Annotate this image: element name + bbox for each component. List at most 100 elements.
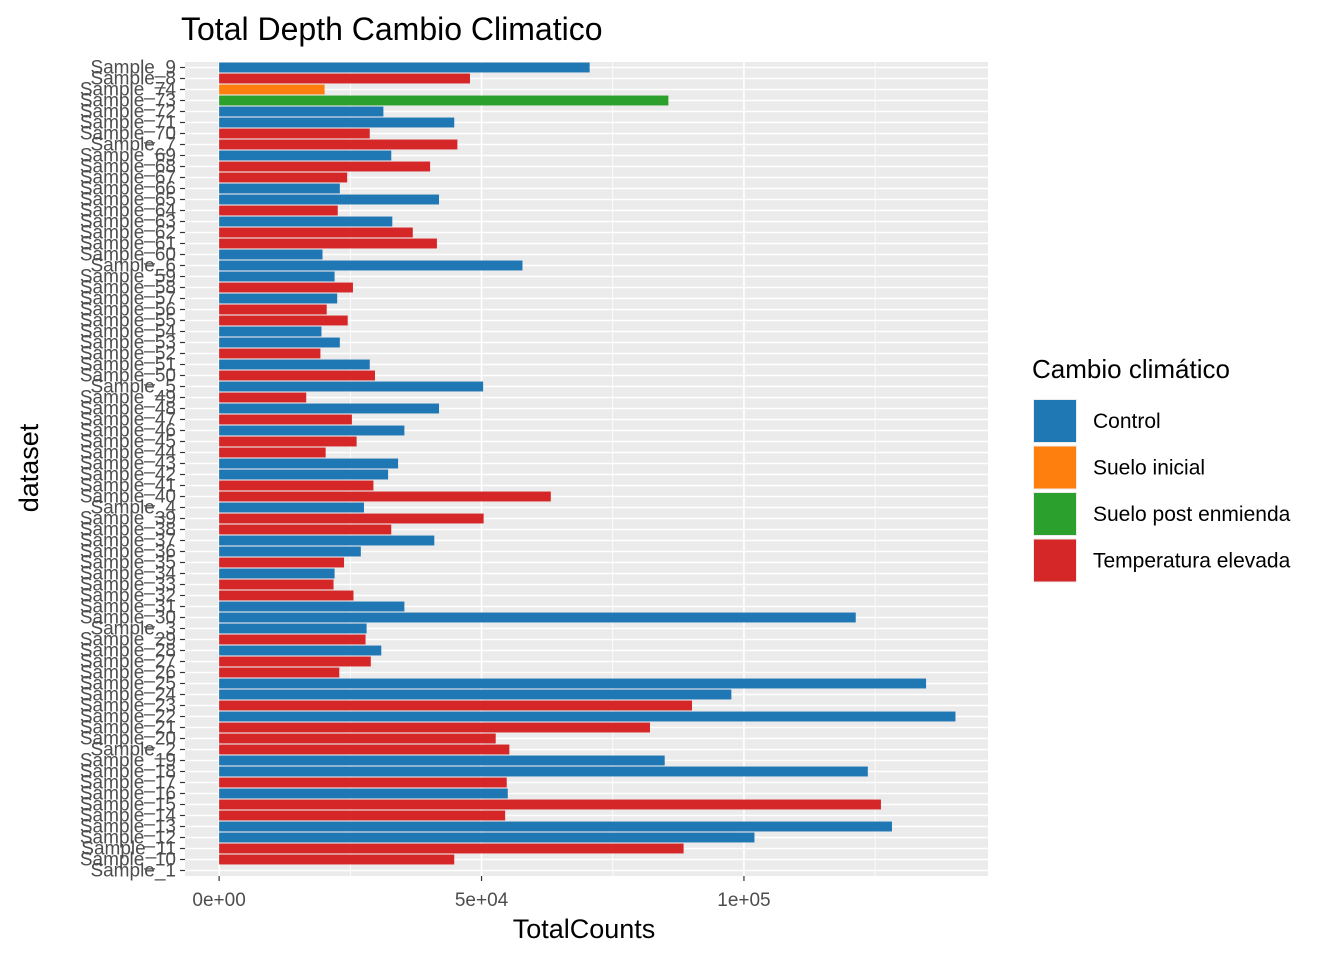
bar: [219, 843, 684, 854]
chart-title: Total Depth Cambio Climatico: [181, 11, 603, 47]
y-tick-label: Sample_10: [80, 850, 176, 871]
y-tick-label: Sample_23: [80, 696, 176, 717]
legend-label: Control: [1093, 410, 1161, 433]
legend-label: Temperatura elevada: [1093, 550, 1291, 573]
y-tick-label: Sample_68: [80, 157, 176, 178]
x-tick-label: 1e+05: [717, 890, 770, 911]
bar: [219, 128, 370, 139]
bar: [219, 590, 354, 601]
bar: [219, 821, 892, 832]
bar: [219, 711, 956, 722]
y-tick-label: Sample_50: [80, 366, 176, 387]
bar: [219, 535, 435, 546]
bar: [219, 282, 353, 293]
bar: [219, 106, 384, 117]
bar: [219, 722, 651, 733]
legend-swatch: [1034, 446, 1076, 489]
bar: [219, 546, 361, 557]
y-tick-label: Sample_40: [80, 487, 176, 508]
y-tick-label: Sample_69: [80, 146, 176, 167]
bar: [219, 689, 732, 700]
bar: [219, 150, 392, 161]
y-tick-label: Sample_21: [80, 718, 176, 739]
y-tick-label: Sample_42: [80, 465, 176, 486]
y-tick-label: Sample_60: [80, 245, 176, 266]
bar: [219, 326, 322, 337]
bar: [219, 502, 364, 513]
bar: [219, 249, 323, 260]
y-tick-label: Sample_1: [90, 861, 176, 882]
bar: [219, 491, 551, 502]
y-tick-label: Sample_39: [80, 509, 176, 530]
bar: [219, 645, 382, 656]
legend-label: Suelo post enmienda: [1093, 503, 1291, 526]
bar: [219, 612, 856, 623]
legend-label: Suelo inicial: [1093, 457, 1205, 480]
bar: [219, 414, 352, 425]
bar: [219, 84, 325, 95]
y-tick-label: Sample_36: [80, 542, 176, 563]
y-tick-label: Sample_64: [80, 201, 177, 222]
y-tick-label: Sample_26: [80, 663, 176, 684]
y-tick-label: Sample_72: [80, 102, 176, 123]
y-tick-label: Sample_55: [80, 311, 176, 332]
y-tick-label: Sample_44: [80, 443, 177, 464]
y-tick-label: Sample_66: [80, 179, 176, 200]
y-tick-label: Sample_2: [90, 740, 176, 761]
bar: [219, 271, 335, 282]
y-tick-label: Sample_35: [80, 553, 176, 574]
y-tick-label: Sample_3: [90, 619, 176, 640]
bar: [219, 73, 470, 84]
bar: [219, 766, 868, 777]
y-tick-label: Sample_27: [80, 652, 176, 673]
y-tick-label: Sample_4: [90, 498, 176, 519]
bar: [219, 579, 334, 590]
bar: [219, 403, 440, 414]
bar: [219, 293, 338, 304]
bar: [219, 480, 374, 491]
bar: [219, 568, 335, 579]
y-tick-label: Sample_31: [80, 597, 176, 618]
bar: [219, 216, 393, 227]
bar: [219, 700, 692, 711]
bar: [219, 95, 669, 106]
y-tick-label: Sample_53: [80, 333, 176, 354]
y-tick-label: Sample_63: [80, 212, 176, 233]
x-axis-ticks: 0e+00 5e+04 1e+05: [192, 876, 771, 911]
bar: [219, 601, 405, 612]
y-tick-label: Sample_6: [90, 256, 176, 277]
bar: [219, 161, 431, 172]
legend-swatch: [1034, 400, 1076, 442]
y-tick-label: Sample_13: [80, 817, 176, 838]
y-tick-label: Sample_47: [80, 410, 176, 431]
bar: [219, 799, 881, 810]
bar: [219, 623, 367, 634]
bar: [219, 777, 507, 788]
bar: [219, 436, 357, 447]
y-tick-label: Sample_5: [90, 377, 176, 398]
bar: [219, 854, 455, 865]
y-tick-label: Sample_8: [90, 69, 176, 90]
legend-swatch: [1034, 539, 1076, 582]
bar: [219, 678, 927, 689]
bar: [219, 205, 338, 216]
bar: [219, 381, 484, 392]
bar: [219, 370, 375, 381]
y-tick-label: Sample_37: [80, 531, 176, 552]
y-tick-label: Sample_16: [80, 784, 176, 805]
legend-swatch: [1034, 493, 1076, 535]
y-tick-label: Sample_45: [80, 432, 176, 453]
y-tick-label: Sample_62: [80, 223, 176, 244]
bar: [219, 810, 506, 821]
y-tick-label: Sample_57: [80, 289, 176, 310]
y-tick-label: Sample_67: [80, 168, 176, 189]
bar: [219, 458, 399, 469]
y-tick-label: Sample_15: [80, 795, 176, 816]
plot-panel: [185, 62, 988, 876]
bar: [219, 117, 455, 128]
y-tick-label: Sample_14: [80, 806, 177, 827]
bar: [219, 359, 370, 370]
y-tick-label: Sample_41: [80, 476, 176, 497]
bar: [219, 183, 340, 194]
